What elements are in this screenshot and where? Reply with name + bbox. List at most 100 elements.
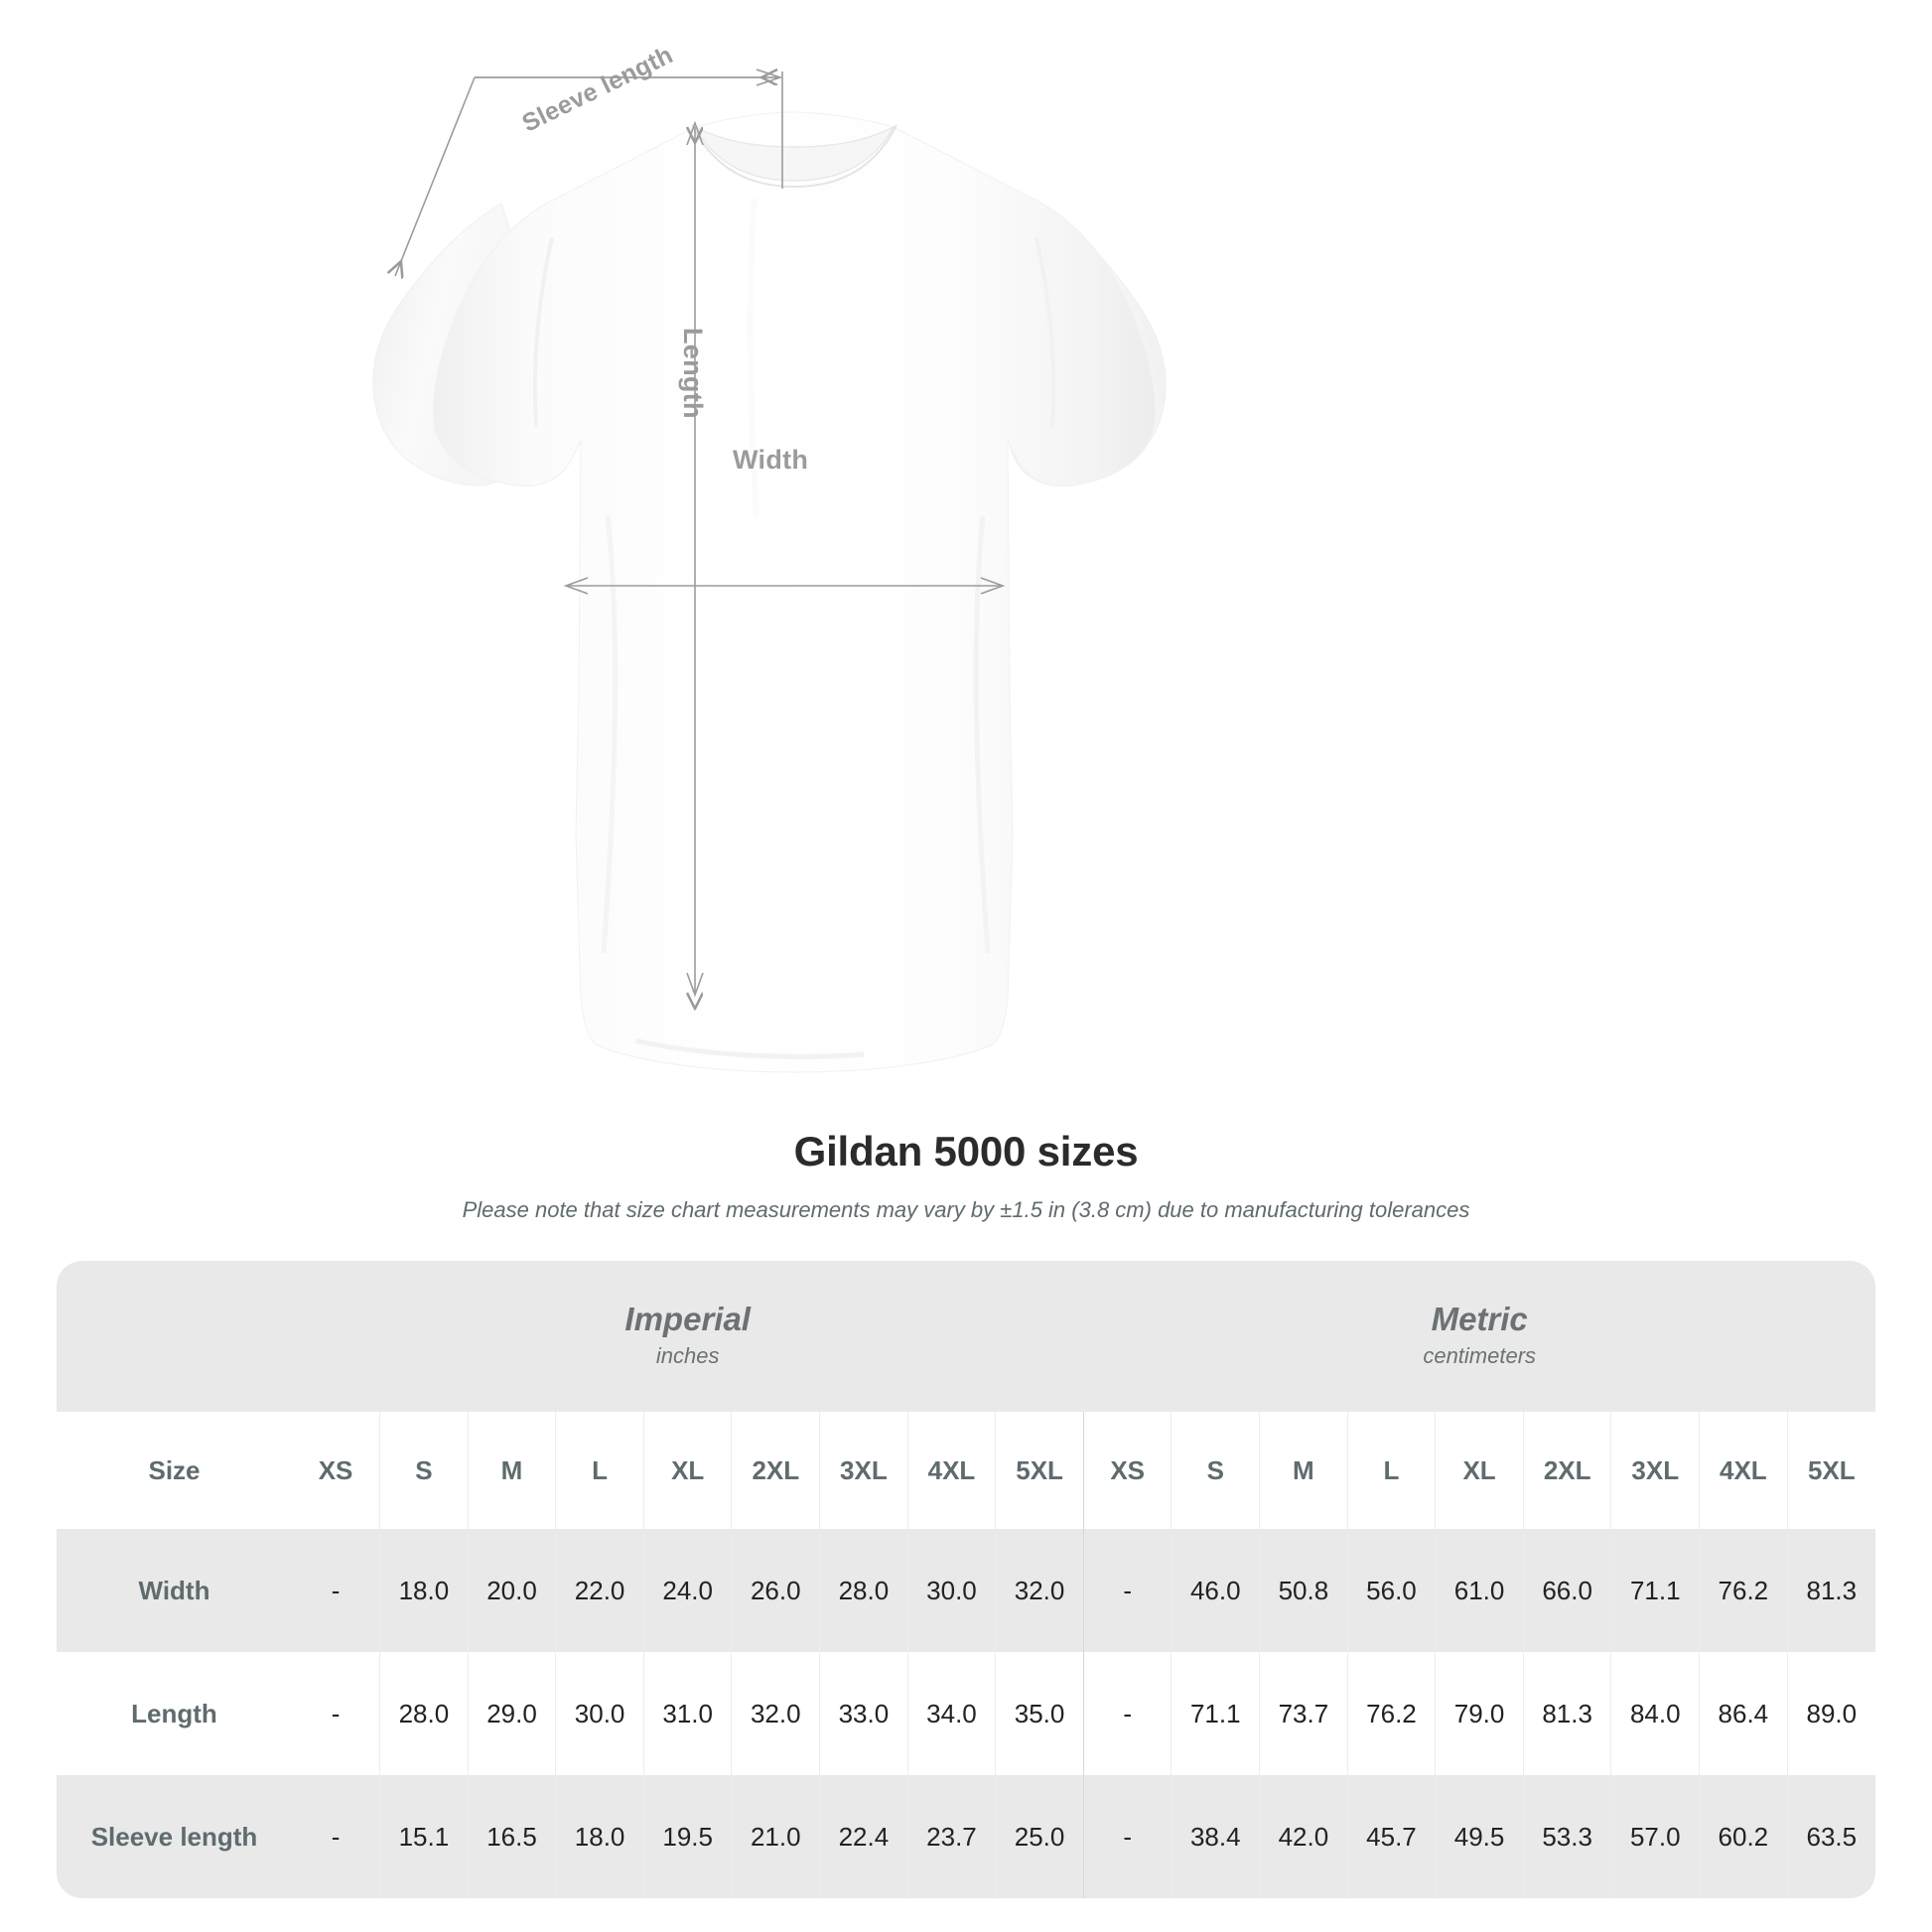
tshirt-measurement-diagram: Sleeve length Length Width bbox=[372, 0, 1167, 1073]
cell-sleeve-imperial-l: 18.0 bbox=[555, 1775, 644, 1898]
table-row-length: Length - 28.0 29.0 30.0 31.0 32.0 33.0 3… bbox=[57, 1652, 1875, 1775]
unit-group-imperial: Imperial inches bbox=[292, 1261, 1084, 1412]
cell-sleeve-metric-3xl: 57.0 bbox=[1610, 1775, 1700, 1898]
cell-length-imperial-s: 28.0 bbox=[379, 1652, 469, 1775]
cell-sleeve-imperial-xs: - bbox=[292, 1775, 380, 1898]
cell-length-imperial-5xl: 35.0 bbox=[995, 1652, 1084, 1775]
size-header-metric-s: S bbox=[1171, 1412, 1260, 1529]
cell-sleeve-imperial-2xl: 21.0 bbox=[731, 1775, 820, 1898]
cell-width-metric-xl: 61.0 bbox=[1435, 1529, 1524, 1652]
cell-width-imperial-2xl: 26.0 bbox=[731, 1529, 820, 1652]
cell-length-metric-s: 71.1 bbox=[1171, 1652, 1260, 1775]
cell-width-imperial-s: 18.0 bbox=[379, 1529, 469, 1652]
cell-sleeve-metric-5xl: 63.5 bbox=[1786, 1775, 1875, 1898]
dimension-lines bbox=[395, 69, 1006, 995]
cell-sleeve-metric-m: 42.0 bbox=[1259, 1775, 1348, 1898]
cell-length-metric-3xl: 84.0 bbox=[1610, 1652, 1700, 1775]
size-header-metric-m: M bbox=[1259, 1412, 1348, 1529]
size-header-metric-5xl: 5XL bbox=[1786, 1412, 1875, 1529]
size-header-imperial-l: L bbox=[555, 1412, 644, 1529]
size-header-imperial-m: M bbox=[467, 1412, 556, 1529]
chart-heading: Gildan 5000 sizes Please note that size … bbox=[0, 1128, 1932, 1223]
unit-group-metric: Metric centimeters bbox=[1083, 1261, 1875, 1412]
width-dimension-label: Width bbox=[733, 445, 809, 475]
size-header-imperial-xs: XS bbox=[292, 1412, 380, 1529]
size-header-metric-2xl: 2XL bbox=[1522, 1412, 1611, 1529]
cell-sleeve-metric-4xl: 60.2 bbox=[1699, 1775, 1788, 1898]
size-header-metric-4xl: 4XL bbox=[1699, 1412, 1788, 1529]
cell-sleeve-imperial-5xl: 25.0 bbox=[995, 1775, 1084, 1898]
cell-sleeve-metric-xs: - bbox=[1082, 1775, 1172, 1898]
cell-length-metric-5xl: 89.0 bbox=[1786, 1652, 1875, 1775]
cell-width-imperial-xs: - bbox=[292, 1529, 380, 1652]
cell-length-metric-4xl: 86.4 bbox=[1699, 1652, 1788, 1775]
size-header-metric-l: L bbox=[1346, 1412, 1436, 1529]
unit-group-header-row: Imperial inches Metric centimeters bbox=[57, 1261, 1875, 1412]
cell-length-metric-xl: 79.0 bbox=[1435, 1652, 1524, 1775]
cell-sleeve-metric-s: 38.4 bbox=[1171, 1775, 1260, 1898]
size-chart-body: Width - 18.0 20.0 22.0 24.0 26.0 28.0 30… bbox=[57, 1529, 1875, 1898]
tshirt-illustration bbox=[372, 0, 1167, 1073]
unit-group-metric-unit: centimeters bbox=[1423, 1342, 1537, 1368]
cell-length-imperial-xl: 31.0 bbox=[642, 1652, 732, 1775]
cell-sleeve-imperial-3xl: 22.4 bbox=[819, 1775, 908, 1898]
tshirt-shape bbox=[372, 111, 1167, 1073]
cell-sleeve-imperial-s: 15.1 bbox=[379, 1775, 469, 1898]
cell-width-imperial-5xl: 32.0 bbox=[995, 1529, 1084, 1652]
cell-sleeve-imperial-m: 16.5 bbox=[467, 1775, 556, 1898]
cell-width-metric-xs: - bbox=[1082, 1529, 1172, 1652]
cell-width-imperial-xl: 24.0 bbox=[642, 1529, 732, 1652]
table-row-sleeve-length: Sleeve length - 15.1 16.5 18.0 19.5 21.0… bbox=[57, 1775, 1875, 1898]
page-title: Gildan 5000 sizes bbox=[793, 1128, 1139, 1174]
cell-width-metric-3xl: 71.1 bbox=[1610, 1529, 1700, 1652]
cell-sleeve-metric-2xl: 53.3 bbox=[1522, 1775, 1611, 1898]
size-header-imperial-3xl: 3XL bbox=[819, 1412, 908, 1529]
table-row-width: Width - 18.0 20.0 22.0 24.0 26.0 28.0 30… bbox=[57, 1529, 1875, 1652]
unit-group-imperial-unit: inches bbox=[655, 1342, 720, 1368]
size-chart-table-container: Imperial inches Metric centimeters Size … bbox=[57, 1261, 1875, 1898]
cell-length-imperial-2xl: 32.0 bbox=[731, 1652, 820, 1775]
unit-group-imperial-name: Imperial bbox=[624, 1301, 751, 1338]
length-dimension-label: Length bbox=[678, 328, 708, 419]
size-header-imperial-4xl: 4XL bbox=[906, 1412, 996, 1529]
cell-sleeve-imperial-xl: 19.5 bbox=[642, 1775, 732, 1898]
cell-width-metric-4xl: 76.2 bbox=[1699, 1529, 1788, 1652]
cell-width-metric-m: 50.8 bbox=[1259, 1529, 1348, 1652]
size-header-imperial-s: S bbox=[379, 1412, 469, 1529]
size-header-metric-xl: XL bbox=[1435, 1412, 1524, 1529]
cell-length-imperial-3xl: 33.0 bbox=[819, 1652, 908, 1775]
row-label-width: Width bbox=[57, 1529, 293, 1652]
size-header-imperial-2xl: 2XL bbox=[731, 1412, 820, 1529]
cell-sleeve-metric-l: 45.7 bbox=[1346, 1775, 1436, 1898]
row-label-length: Length bbox=[57, 1652, 293, 1775]
cell-length-imperial-m: 29.0 bbox=[467, 1652, 556, 1775]
size-column-header: Size bbox=[57, 1412, 293, 1529]
cell-length-metric-m: 73.7 bbox=[1259, 1652, 1348, 1775]
cell-sleeve-imperial-4xl: 23.7 bbox=[906, 1775, 996, 1898]
cell-width-imperial-l: 22.0 bbox=[555, 1529, 644, 1652]
cell-length-imperial-4xl: 34.0 bbox=[906, 1652, 996, 1775]
cell-length-metric-l: 76.2 bbox=[1346, 1652, 1436, 1775]
cell-length-metric-xs: - bbox=[1082, 1652, 1172, 1775]
size-chart-table: Imperial inches Metric centimeters Size … bbox=[57, 1261, 1875, 1898]
row-label-sleeve-length: Sleeve length bbox=[57, 1775, 293, 1898]
cell-length-imperial-xs: - bbox=[292, 1652, 380, 1775]
cell-length-imperial-l: 30.0 bbox=[555, 1652, 644, 1775]
cell-width-imperial-3xl: 28.0 bbox=[819, 1529, 908, 1652]
cell-width-metric-l: 56.0 bbox=[1346, 1529, 1436, 1652]
size-header-metric-3xl: 3XL bbox=[1610, 1412, 1700, 1529]
cell-length-metric-2xl: 81.3 bbox=[1522, 1652, 1611, 1775]
size-header-imperial-xl: XL bbox=[642, 1412, 732, 1529]
cell-width-metric-s: 46.0 bbox=[1171, 1529, 1260, 1652]
unit-group-metric-name: Metric bbox=[1431, 1301, 1528, 1338]
cell-width-metric-2xl: 66.0 bbox=[1522, 1529, 1611, 1652]
size-header-row: Size XS S M L XL 2XL 3XL 4XL 5XL XS S M … bbox=[57, 1412, 1875, 1529]
unit-header-spacer bbox=[57, 1261, 293, 1412]
tolerance-note: Please note that size chart measurements… bbox=[462, 1197, 1470, 1222]
cell-width-imperial-m: 20.0 bbox=[467, 1529, 556, 1652]
size-header-metric-xs: XS bbox=[1082, 1412, 1172, 1529]
cell-width-imperial-4xl: 30.0 bbox=[906, 1529, 996, 1652]
cell-width-metric-5xl: 81.3 bbox=[1786, 1529, 1875, 1652]
size-header-imperial-5xl: 5XL bbox=[995, 1412, 1084, 1529]
cell-sleeve-metric-xl: 49.5 bbox=[1435, 1775, 1524, 1898]
